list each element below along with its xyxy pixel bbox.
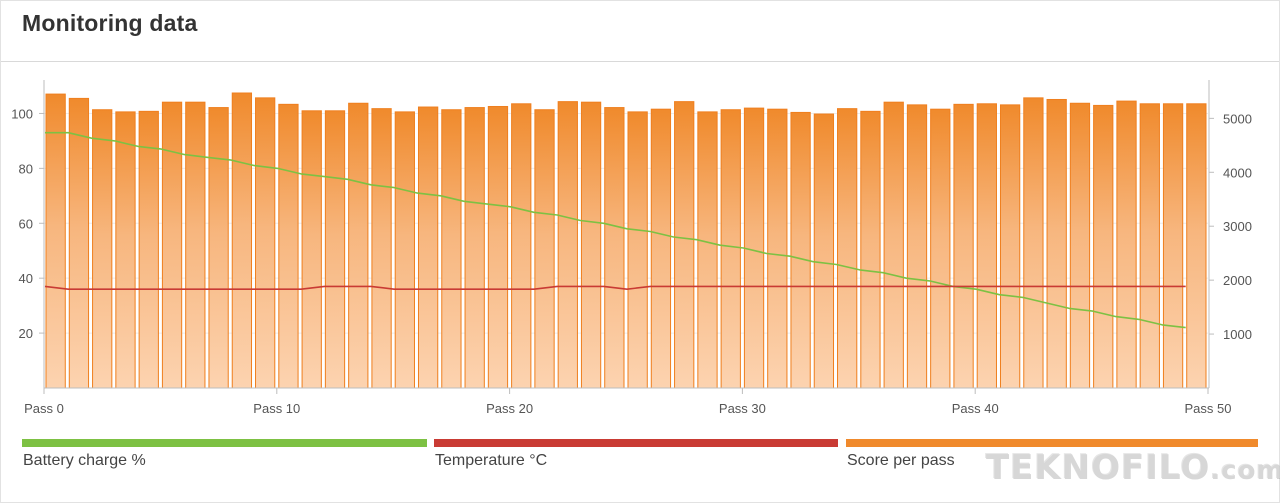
score-bar-39 (953, 103, 974, 389)
score-bar-41 (999, 104, 1021, 389)
temperature-line (44, 285, 1186, 291)
legend-battery: Battery charge % (22, 439, 427, 479)
legend-temperature: Temperature °C (434, 439, 838, 479)
score-bar-0 (45, 93, 66, 389)
score-bar-36 (883, 101, 904, 389)
y-left-tick-label-4: 100 (11, 106, 33, 121)
watermark-suffix: .com (1209, 455, 1280, 485)
score-bar-35 (860, 110, 881, 389)
score-bar-45 (1093, 104, 1114, 389)
y-left-tick-label-0: 20 (19, 326, 33, 341)
score-bar-34 (837, 108, 858, 389)
score-bar-44 (1069, 102, 1091, 389)
x-tick-label-1: Pass 10 (253, 401, 300, 416)
score-bar-21 (534, 109, 555, 389)
score-bar-6 (185, 101, 206, 389)
x-tick-label-5: Pass 50 (1185, 401, 1232, 416)
score-bar-11 (301, 110, 322, 389)
y-left-tick-label-3: 80 (19, 161, 33, 176)
y-right-tick-label-3: 4000 (1223, 165, 1252, 180)
legend-score-label: Score per pass (847, 452, 955, 469)
monitoring-chart: 20 40 60 80 100 1000 2000 3000 4000 5000 Pass 0 Pas… (11, 80, 1252, 416)
score-bar-46 (1116, 100, 1137, 389)
axes: 20 40 60 80 100 1000 2000 3000 4000 5000 Pass 0 Pas… (11, 80, 1252, 416)
y-right-tick-label-0: 1000 (1223, 327, 1252, 342)
legend-temperature-label: Temperature °C (435, 452, 548, 469)
score-bar-10 (278, 103, 299, 389)
score-bar-33 (813, 113, 835, 389)
page-title: Monitoring data (22, 10, 198, 36)
watermark-logo: TEKNOFILO.com (985, 447, 1280, 487)
score-bar-16 (417, 106, 439, 389)
score-bar-13 (348, 102, 369, 389)
score-bar-29 (720, 109, 741, 389)
score-bar-30 (743, 107, 765, 389)
score-bar-17 (441, 109, 462, 389)
score-bar-28 (697, 111, 718, 389)
score-bar-24 (604, 107, 625, 389)
battery-line (45, 131, 1186, 329)
legend-battery-swatch (22, 439, 427, 447)
score-bar-32 (790, 111, 811, 389)
score-bar-20 (511, 103, 532, 389)
score-bar-26 (650, 108, 672, 389)
watermark-text: TEKNOFILO (985, 447, 1210, 487)
score-bar-23 (580, 101, 602, 389)
line-series (44, 131, 1186, 329)
score-bars (45, 92, 1207, 389)
score-bar-19 (487, 105, 509, 389)
legend-battery-label: Battery charge % (23, 452, 146, 469)
score-bar-4 (138, 110, 159, 389)
score-bar-25 (627, 111, 648, 389)
score-bar-40 (976, 103, 997, 389)
score-bar-2 (92, 109, 113, 389)
score-bar-7 (208, 107, 229, 389)
score-bar-48 (1162, 103, 1184, 389)
x-tick-label-3: Pass 30 (719, 401, 766, 416)
score-bar-8 (231, 92, 253, 389)
score-bar-15 (394, 111, 415, 389)
score-bar-5 (161, 101, 183, 389)
score-bar-12 (324, 110, 346, 389)
score-bar-1 (68, 97, 90, 389)
legend-score: Score per pass (846, 439, 1258, 479)
legend-temperature-swatch (434, 439, 838, 447)
y-left-tick-label-2: 60 (19, 216, 33, 231)
y-right-tick-label-1: 2000 (1223, 273, 1252, 288)
card-header: Monitoring data (1, 1, 1279, 62)
score-bar-38 (930, 108, 951, 389)
score-bar-49 (1186, 103, 1207, 389)
y-left-tick-label-1: 40 (19, 271, 33, 286)
score-bar-47 (1139, 103, 1160, 389)
legend-score-swatch (846, 439, 1258, 447)
score-bar-43 (1046, 98, 1067, 389)
score-bar-31 (767, 108, 788, 389)
score-bar-22 (557, 101, 578, 389)
score-bar-27 (674, 101, 695, 389)
x-tick-label-4: Pass 40 (952, 401, 999, 416)
score-bar-3 (115, 111, 136, 389)
score-bar-42 (1023, 97, 1044, 389)
score-bar-14 (371, 108, 392, 389)
score-bar-9 (255, 97, 276, 389)
y-right-tick-label-4: 5000 (1223, 111, 1252, 126)
y-right-tick-label-2: 3000 (1223, 219, 1252, 234)
score-bar-37 (906, 104, 928, 389)
x-tick-label-0: Pass 0 (24, 401, 64, 416)
x-tick-label-2: Pass 20 (486, 401, 533, 416)
score-bar-18 (464, 107, 485, 389)
